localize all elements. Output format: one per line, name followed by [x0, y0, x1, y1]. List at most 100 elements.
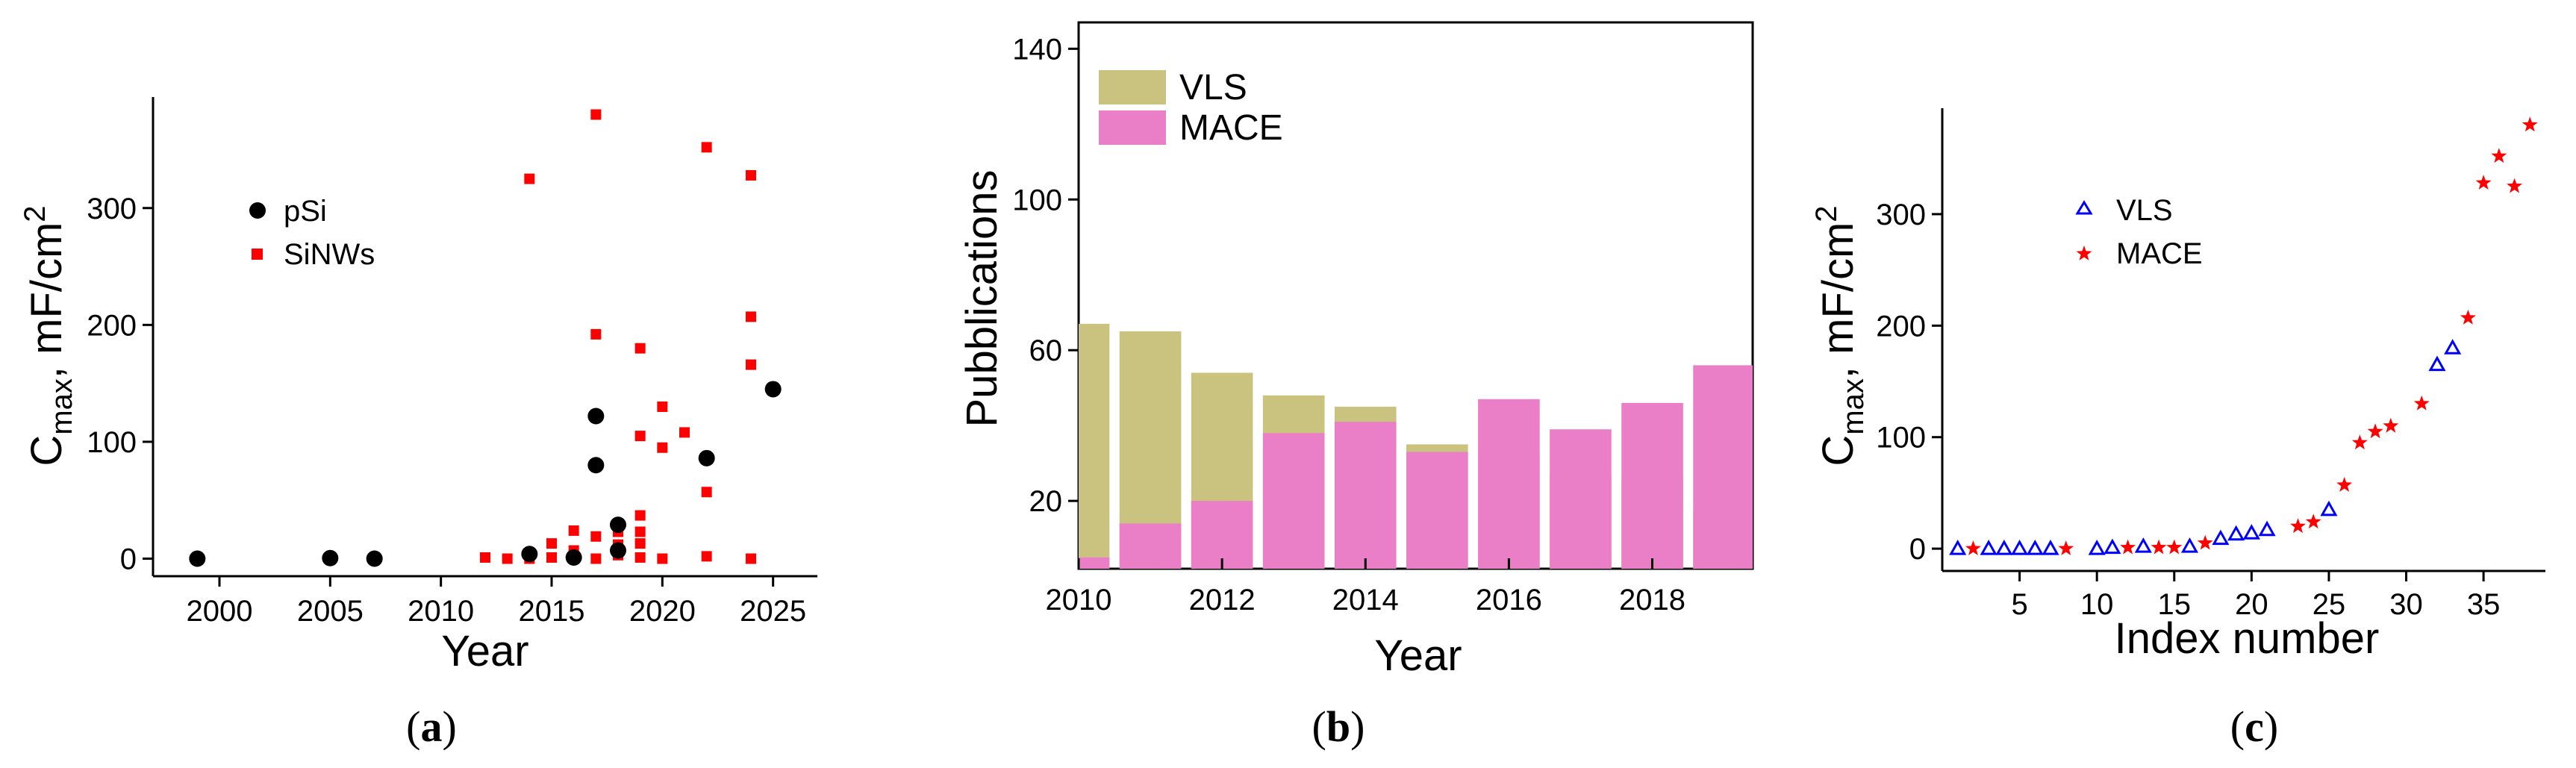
psi-point — [587, 457, 605, 474]
vls-bar — [1079, 323, 1110, 569]
panel-c-x-tick-label: 30 — [2389, 588, 2423, 621]
sinws-point — [568, 525, 579, 536]
panel-a-legend: pSi SiNWs — [249, 195, 375, 271]
panel-c-y-label-unit: , mF/cm — [1814, 222, 1862, 378]
panel-c-x-axis-label: Index number — [2115, 614, 2380, 663]
panel-c-y-label-main: C — [1814, 435, 1862, 466]
panel-c-x-tick-label: 15 — [2158, 588, 2192, 621]
psi-point — [322, 549, 339, 566]
mace-point — [2351, 434, 2368, 450]
psi-point — [610, 516, 626, 534]
legend-vls-marker — [2075, 200, 2093, 215]
vls-point — [1949, 540, 1967, 555]
psi-point — [587, 408, 605, 425]
psi-point — [610, 542, 626, 559]
mace-bar — [1334, 422, 1397, 569]
legend-sinws-label: SiNWs — [284, 238, 375, 271]
mace-point — [1965, 540, 1981, 555]
sinws-point — [634, 431, 646, 442]
sinws-point — [679, 427, 690, 438]
mace-point — [2460, 309, 2476, 325]
mace-point — [2197, 534, 2213, 550]
sinws-point — [502, 553, 513, 564]
panel-c-x-tick-label: 20 — [2235, 588, 2268, 621]
vls-point — [1980, 540, 1998, 555]
vls-point — [2428, 355, 2446, 372]
panel-c-y-tick-label: 300 — [1876, 199, 1926, 231]
panel-c-y-tick-label: 0 — [1909, 533, 1926, 566]
sinws-point — [634, 552, 646, 563]
panel-a-y-label-sub: max — [46, 378, 78, 435]
mace-point — [2367, 423, 2383, 439]
sinws-point — [746, 311, 756, 322]
sinws-point — [701, 551, 712, 562]
panel-a-ticks: 2000 2005 2010 2015 2020 2025 0 100 200 300 — [87, 193, 806, 628]
panel-a-y-label-unit: , mF/cm — [22, 222, 71, 378]
sinws-point — [701, 487, 712, 498]
vls-point — [2026, 540, 2044, 555]
sinws-point — [480, 552, 490, 563]
panel-c-y-tick-label: 100 — [1876, 422, 1926, 455]
mace-bar — [1079, 557, 1110, 569]
panel-c-caption: (c) — [2230, 702, 2278, 751]
panel-b-caption: (b) — [1312, 702, 1365, 751]
panel-c-x-tick-label: 5 — [2011, 588, 2027, 621]
panel-a-y-label-main: C — [22, 435, 71, 466]
panel-b-ticks: 2010 2012 2014 2016 2018 20 60 100 140 — [1012, 33, 1685, 616]
legend-vls-marker-label: VLS — [2116, 194, 2173, 227]
panel-c-y-label-sub: max — [1837, 378, 1870, 435]
mace-bar — [1262, 433, 1325, 569]
sinws-point — [634, 538, 646, 549]
panel-a-x-axis-label: Year — [441, 627, 528, 675]
sinws-point — [746, 359, 756, 370]
panel-a-y-tick-label: 100 — [87, 426, 137, 459]
vls-point — [2011, 540, 2029, 555]
panel-b-legend: VLS MACE — [1099, 68, 1283, 148]
vls-point — [2212, 529, 2230, 546]
panel-a-x-tick-label: 2005 — [297, 595, 364, 628]
mace-bar — [1550, 429, 1612, 569]
panel-c-legend: VLS MACE — [2075, 194, 2203, 270]
panel-a-y-axis-label: Cmax, mF/cm2 — [19, 205, 78, 466]
panel-b-y-tick-label: 140 — [1012, 33, 1062, 66]
vls-point — [2444, 339, 2462, 355]
sinws-point — [590, 109, 602, 120]
panel-b-caption-letter: b — [1326, 702, 1350, 751]
sinws-point — [524, 173, 535, 184]
vls-point — [2227, 525, 2245, 541]
mace-point — [2058, 540, 2074, 555]
legend-sinws-marker — [252, 249, 263, 260]
legend-mace-label: MACE — [1179, 108, 1283, 148]
panel-c-x-tick-label: 25 — [2313, 588, 2346, 621]
panel-a-x-tick-label: 2000 — [187, 595, 253, 628]
mace-bar — [1191, 501, 1253, 569]
panel-c-chart: 5 10 15 20 25 30 35 0 100 200 300 Index number Cma… — [1810, 108, 2545, 751]
mace-point — [2507, 178, 2522, 193]
panel-a-y-tick-label: 200 — [87, 309, 137, 342]
panel-c-marks — [1949, 116, 2538, 555]
panel-b-x-tick-label: 2018 — [1619, 584, 1685, 616]
mace-point — [2166, 539, 2183, 555]
mace-bar — [1621, 402, 1683, 569]
panel-a-y-tick-label: 300 — [87, 193, 137, 225]
panel-c-x-tick-label: 10 — [2080, 588, 2114, 621]
vls-point — [2320, 500, 2338, 516]
sinws-point — [590, 328, 602, 340]
sinws-point — [701, 142, 712, 153]
panel-b-x-axis-label: Year — [1374, 631, 1462, 680]
panel-b-y-tick-label: 100 — [1012, 184, 1062, 216]
panel-b-x-tick-label: 2016 — [1476, 584, 1542, 616]
legend-mace-marker-label: MACE — [2116, 237, 2203, 270]
vls-point — [2042, 540, 2059, 555]
mace-point — [2305, 513, 2321, 529]
panel-a-y-tick-label: 0 — [120, 543, 137, 576]
legend-mace-swatch — [1099, 110, 1166, 145]
panel-c-y-axis-label: Cmax, mF/cm2 — [1810, 205, 1870, 466]
psi-point — [698, 449, 715, 466]
sinws-point — [546, 552, 557, 563]
mace-point — [2413, 395, 2430, 410]
mace-point — [2522, 116, 2538, 132]
mace-bar — [1406, 452, 1468, 569]
